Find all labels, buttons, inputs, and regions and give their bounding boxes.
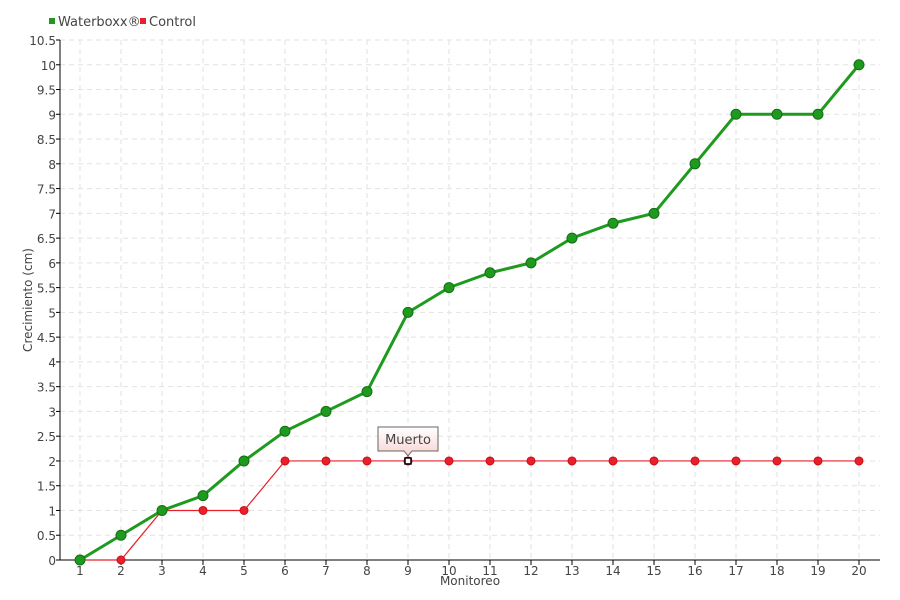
legend-marker-waterboxx: [49, 18, 55, 24]
y-tick-label: 9: [48, 108, 56, 122]
annotation-text: Muerto: [385, 433, 431, 448]
waterboxx-point: [730, 108, 742, 120]
annotation-marker: [404, 457, 412, 465]
control-point: [772, 456, 782, 466]
y-tick-label: 8: [48, 158, 56, 172]
control-point: [526, 456, 536, 466]
y-tick-label: 9.5: [37, 84, 56, 98]
x-tick-label: 18: [769, 564, 784, 578]
waterboxx-point: [156, 504, 168, 516]
waterboxx-point: [320, 405, 332, 417]
annotation-box: [377, 426, 439, 457]
y-tick-label: 1: [48, 504, 56, 518]
x-tick-label: 3: [158, 564, 166, 578]
control-point: [321, 456, 331, 466]
y-tick-label: 1.5: [37, 480, 56, 494]
waterboxx-point: [607, 217, 619, 229]
x-tick-label: 13: [564, 564, 579, 578]
waterboxx-point: [853, 59, 865, 71]
control-point: [485, 456, 495, 466]
x-tick-label: 11: [482, 564, 497, 578]
waterboxx-point: [689, 158, 701, 170]
control-point: [198, 505, 208, 515]
series-line-control: [80, 460, 859, 561]
y-tick-label: 7.5: [37, 183, 56, 197]
y-tick-label: 6: [48, 257, 56, 271]
x-tick-label: 17: [728, 564, 743, 578]
y-tick-label: 10.5: [29, 34, 56, 48]
y-tick-label: 0.5: [37, 529, 56, 543]
x-tick-label: 1: [76, 564, 84, 578]
y-tick-label: 4.5: [37, 331, 56, 345]
control-point: [813, 456, 823, 466]
waterboxx-point: [197, 490, 209, 502]
waterboxx-point: [443, 282, 455, 294]
y-tick-label: 2.5: [37, 430, 56, 444]
y-tick-label: 3: [48, 405, 56, 419]
waterboxx-point: [771, 108, 783, 120]
axes: 0 0.5 1 1.5 2 2.5 3 3.5 4 4.5 5 5.5 6 6.5 7 7.5 8 8.5 9 9.5…: [29, 34, 880, 578]
control-point: [731, 456, 741, 466]
x-tick-label: 12: [523, 564, 538, 578]
x-tick-label: 16: [687, 564, 702, 578]
legend[interactable]: Waterboxx® Control: [49, 15, 196, 30]
control-point: [362, 456, 372, 466]
control-point: [280, 456, 290, 466]
y-tick-label: 3.5: [37, 381, 56, 395]
x-tick-label: 15: [646, 564, 661, 578]
x-tick-label: 9: [404, 564, 412, 578]
x-tick-label: 10: [441, 564, 456, 578]
y-tick-label: 4: [48, 356, 56, 370]
y-tick-label: 2: [48, 455, 56, 469]
waterboxx-point: [566, 232, 578, 244]
legend-label-waterboxx[interactable]: Waterboxx®: [58, 15, 141, 30]
x-axis-label: Monitoreo: [440, 574, 500, 588]
y-axis-label: Crecimiento (cm): [21, 248, 35, 352]
series-layer: [74, 59, 865, 566]
x-tick-label: 2: [117, 564, 125, 578]
x-tick-label: 4: [199, 564, 207, 578]
legend-marker-control: [140, 18, 146, 24]
waterboxx-point: [402, 306, 414, 318]
x-tick-label: 8: [363, 564, 371, 578]
waterboxx-point: [115, 529, 127, 541]
y-tick-label: 5: [48, 306, 56, 320]
series-line-waterboxx: [79, 63, 861, 562]
control-point: [116, 555, 126, 565]
waterboxx-point: [74, 554, 86, 566]
grid: [60, 39, 880, 560]
control-point: [690, 456, 700, 466]
waterboxx-point: [525, 257, 537, 269]
y-tick-label: 10: [41, 59, 56, 73]
y-tick-label: 6.5: [37, 232, 56, 246]
control-point: [608, 456, 618, 466]
x-tick-label: 14: [605, 564, 620, 578]
waterboxx-point: [279, 425, 291, 437]
waterboxx-point: [648, 207, 660, 219]
y-tick-label: 8.5: [37, 133, 56, 147]
control-point: [649, 456, 659, 466]
control-point: [567, 456, 577, 466]
control-point: [854, 456, 864, 466]
y-tick-label: 7: [48, 207, 56, 221]
x-tick-label: 6: [281, 564, 289, 578]
x-tick-label: 5: [240, 564, 248, 578]
x-tick-label: 19: [810, 564, 825, 578]
annotation-tooltip: Muerto: [377, 426, 439, 465]
control-point: [444, 456, 454, 466]
x-tick-label: 7: [322, 564, 330, 578]
waterboxx-point: [361, 386, 373, 398]
control-point: [239, 505, 249, 515]
y-tick-label: 0: [48, 554, 56, 568]
waterboxx-point: [238, 455, 250, 467]
waterboxx-point: [812, 108, 824, 120]
x-tick-label: 20: [851, 564, 866, 578]
y-tick-label: 5.5: [37, 282, 56, 296]
legend-label-control[interactable]: Control: [149, 15, 196, 30]
waterboxx-point: [484, 267, 496, 279]
